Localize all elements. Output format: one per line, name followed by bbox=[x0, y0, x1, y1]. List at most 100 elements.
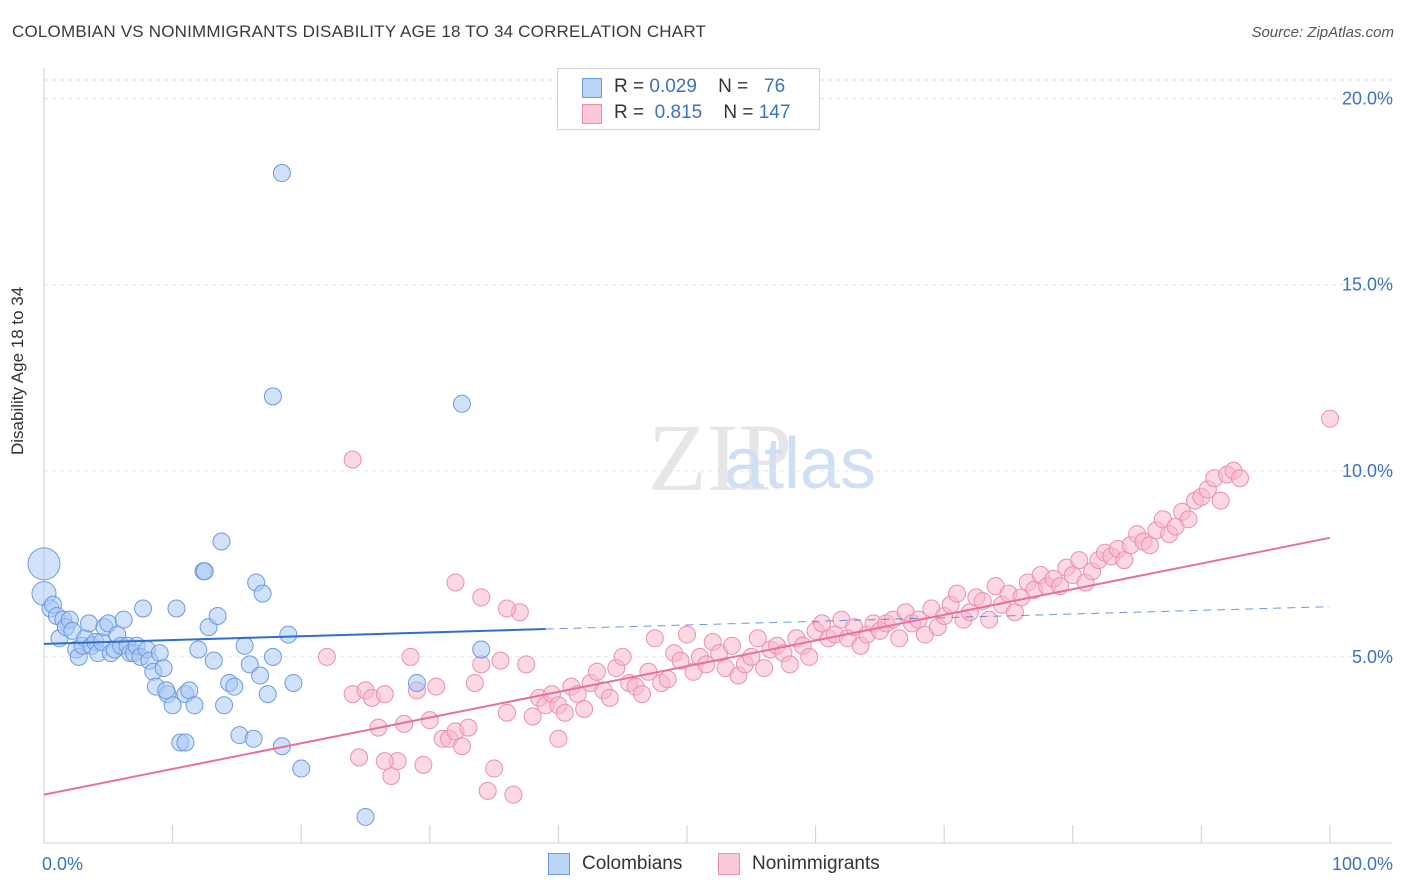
data-point-nonimmigrants bbox=[600, 688, 619, 707]
data-point-colombians bbox=[185, 696, 204, 715]
data-point-colombians bbox=[114, 610, 133, 629]
trend-line-colombians-extrapolated bbox=[545, 606, 1331, 630]
data-point-colombians bbox=[150, 644, 169, 663]
trend-line-nonimmigrants bbox=[43, 536, 1331, 796]
data-point-nonimmigrants bbox=[1140, 536, 1159, 555]
data-point-nonimmigrants bbox=[780, 655, 799, 674]
data-point-colombians bbox=[154, 659, 173, 678]
data-point-colombians bbox=[235, 636, 254, 655]
data-point-colombians bbox=[212, 532, 231, 551]
data-point-nonimmigrants bbox=[1321, 409, 1339, 428]
data-point-colombians bbox=[452, 394, 471, 413]
trend-line-colombians bbox=[43, 627, 546, 645]
legend-label-nonimmigrants: Nonimmigrants bbox=[752, 853, 880, 874]
data-point-colombians bbox=[407, 673, 426, 692]
data-point-nonimmigrants bbox=[1070, 551, 1089, 570]
data-point-nonimmigrants bbox=[517, 655, 536, 674]
legend-r-value: 0.815 bbox=[654, 102, 703, 123]
legend-r-value: 0.029 bbox=[649, 76, 697, 97]
data-point-nonimmigrants bbox=[350, 748, 369, 767]
data-point-nonimmigrants bbox=[446, 573, 465, 592]
data-point-nonimmigrants bbox=[465, 673, 484, 692]
data-point-nonimmigrants bbox=[890, 629, 909, 648]
data-point-nonimmigrants bbox=[613, 647, 632, 666]
data-point-nonimmigrants bbox=[485, 759, 504, 778]
data-point-nonimmigrants bbox=[1005, 603, 1024, 622]
data-point-colombians bbox=[279, 625, 298, 644]
legend-n-label: N = bbox=[718, 76, 749, 97]
data-point-nonimmigrants bbox=[452, 737, 471, 756]
data-point-nonimmigrants bbox=[523, 707, 542, 726]
data-point-colombians bbox=[208, 606, 227, 625]
data-point-nonimmigrants bbox=[401, 647, 420, 666]
legend-swatch-nonimmigrants bbox=[718, 853, 740, 875]
data-point-colombians bbox=[204, 651, 223, 670]
data-point-nonimmigrants bbox=[632, 685, 651, 704]
data-point-nonimmigrants bbox=[414, 755, 433, 774]
data-point-colombians bbox=[215, 696, 234, 715]
legend-label-colombians: Colombians bbox=[582, 853, 683, 874]
data-point-colombians bbox=[356, 807, 375, 826]
data-point-colombians bbox=[284, 673, 303, 692]
watermark-atlas: atlas bbox=[724, 424, 876, 504]
data-point-nonimmigrants bbox=[671, 651, 690, 670]
legend-r-label: R = bbox=[614, 76, 645, 97]
data-point-nonimmigrants bbox=[1211, 491, 1230, 510]
legend-n-label: N = bbox=[723, 102, 754, 123]
data-point-nonimmigrants bbox=[948, 584, 967, 603]
data-point-nonimmigrants bbox=[343, 450, 362, 469]
trend-lines bbox=[43, 536, 1331, 796]
data-point-nonimmigrants bbox=[420, 711, 439, 730]
data-point-nonimmigrants bbox=[1230, 469, 1249, 488]
legend-swatch-colombians bbox=[548, 853, 570, 875]
data-point-nonimmigrants bbox=[549, 729, 568, 748]
data-point-colombians bbox=[272, 164, 291, 183]
data-point-colombians bbox=[189, 640, 208, 659]
data-point-nonimmigrants bbox=[317, 647, 336, 666]
data-point-colombians bbox=[244, 729, 263, 748]
data-point-nonimmigrants bbox=[980, 610, 999, 629]
tick-labels: 5.0% 10.0% 15.0% 20.0% 0.0% 100.0% bbox=[42, 89, 1393, 874]
data-point-nonimmigrants bbox=[678, 625, 696, 644]
data-point-nonimmigrants bbox=[587, 662, 606, 681]
data-point-colombians bbox=[157, 681, 176, 700]
data-point-nonimmigrants bbox=[658, 670, 677, 689]
data-point-colombians bbox=[251, 666, 270, 685]
y-tick-label: 5.0% bbox=[1352, 647, 1393, 667]
data-point-nonimmigrants bbox=[459, 718, 478, 737]
data-point-colombians bbox=[263, 647, 282, 666]
data-point-nonimmigrants bbox=[427, 677, 446, 696]
gridlines bbox=[44, 79, 1392, 658]
data-point-nonimmigrants bbox=[375, 685, 394, 704]
data-point-colombians bbox=[258, 685, 277, 704]
data-point-colombians bbox=[292, 759, 311, 778]
data-point-colombians bbox=[225, 677, 244, 696]
data-point-nonimmigrants bbox=[723, 636, 742, 655]
data-point-nonimmigrants bbox=[375, 752, 394, 771]
data-point-colombians bbox=[263, 387, 282, 406]
legend-swatch-nonimmigrants bbox=[582, 104, 602, 124]
data-point-nonimmigrants bbox=[645, 629, 664, 648]
source-label: Source: ZipAtlas.com bbox=[1251, 24, 1394, 41]
data-point-nonimmigrants bbox=[504, 785, 523, 804]
data-point-colombians bbox=[80, 614, 99, 633]
data-point-colombians bbox=[27, 547, 61, 581]
data-point-colombians bbox=[134, 599, 153, 618]
legend-swatch-colombians bbox=[582, 78, 602, 98]
y-tick-label: 20.0% bbox=[1342, 89, 1393, 109]
legend-r-label: R = bbox=[614, 102, 645, 123]
data-point-colombians bbox=[253, 584, 272, 603]
data-point-nonimmigrants bbox=[497, 703, 516, 722]
data-point-colombians bbox=[176, 733, 195, 752]
data-point-nonimmigrants bbox=[800, 647, 819, 666]
data-point-nonimmigrants bbox=[555, 703, 574, 722]
data-point-nonimmigrants bbox=[497, 599, 516, 618]
data-point-nonimmigrants bbox=[491, 651, 510, 670]
chart-title: COLOMBIAN VS NONIMMIGRANTS DISABILITY AG… bbox=[12, 22, 707, 41]
data-point-nonimmigrants bbox=[813, 614, 832, 633]
legend-n-value: 147 bbox=[758, 102, 791, 123]
data-point-nonimmigrants bbox=[1115, 551, 1134, 570]
data-point-nonimmigrants bbox=[1179, 510, 1198, 529]
data-point-colombians bbox=[167, 599, 186, 618]
